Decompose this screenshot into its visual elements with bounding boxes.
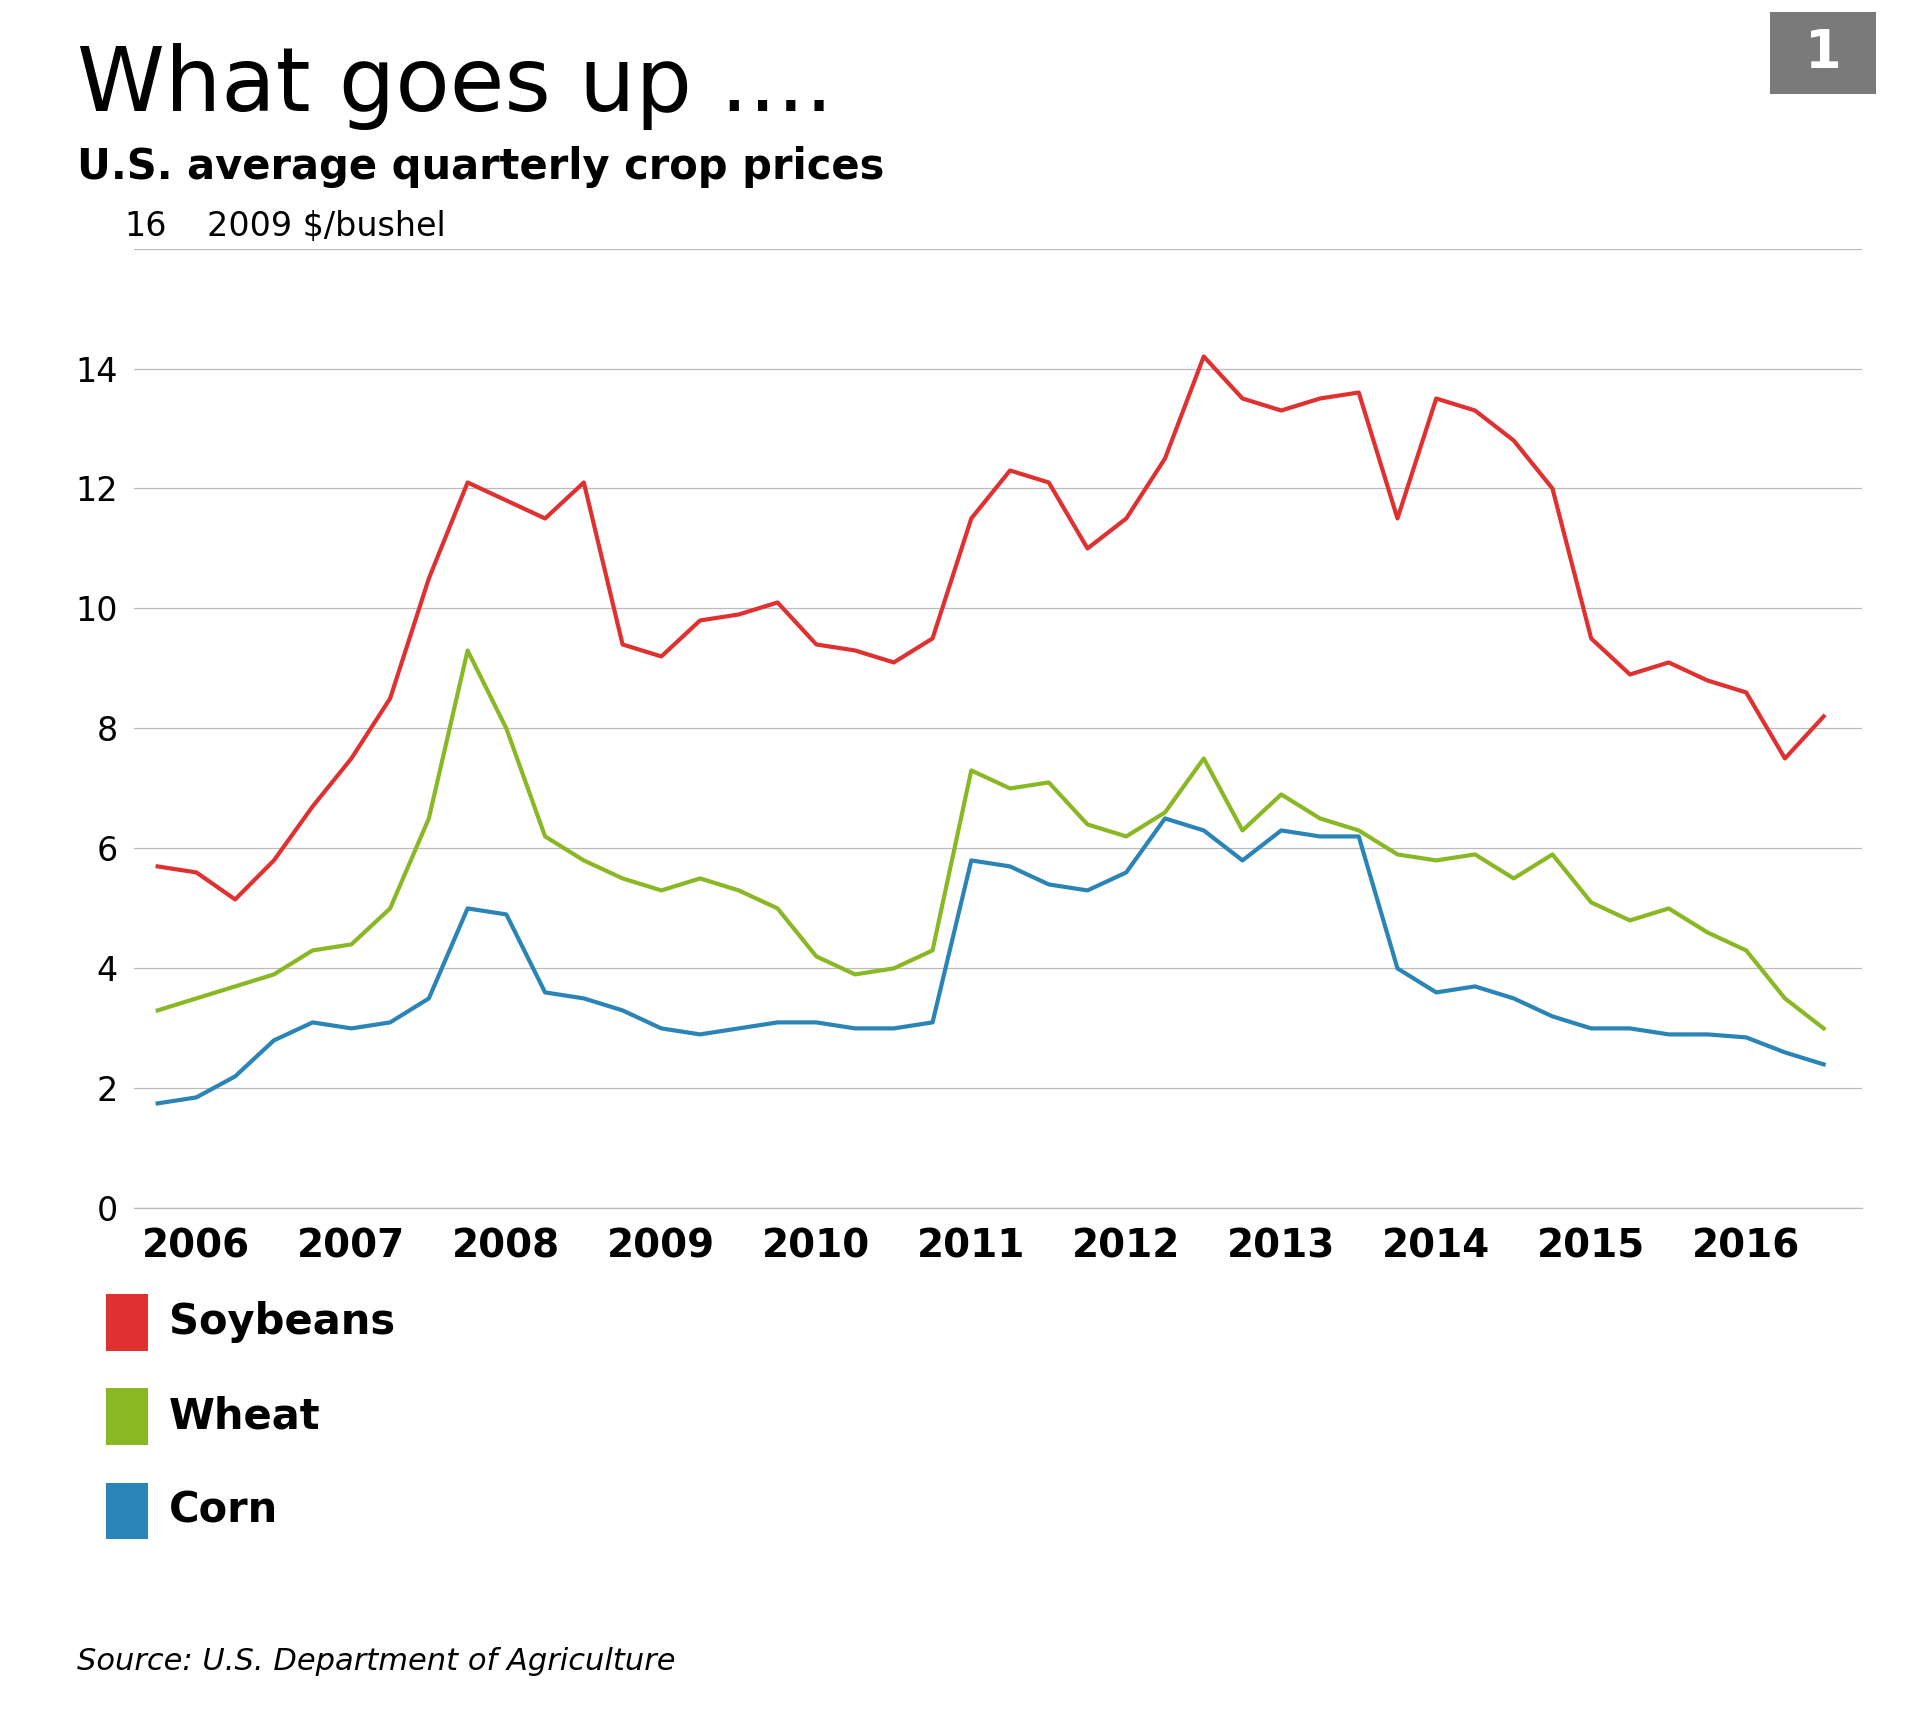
Text: Soybeans: Soybeans — [169, 1301, 396, 1344]
Text: 1: 1 — [1805, 27, 1841, 79]
Text: What goes up ....: What goes up .... — [77, 43, 833, 130]
Text: 16: 16 — [125, 211, 167, 243]
Text: U.S. average quarterly crop prices: U.S. average quarterly crop prices — [77, 146, 885, 189]
Text: 2009 $/bushel: 2009 $/bushel — [207, 211, 445, 243]
Text: Wheat: Wheat — [169, 1395, 321, 1438]
Text: Corn: Corn — [169, 1489, 278, 1532]
Text: Source: U.S. Department of Agriculture: Source: U.S. Department of Agriculture — [77, 1647, 676, 1676]
